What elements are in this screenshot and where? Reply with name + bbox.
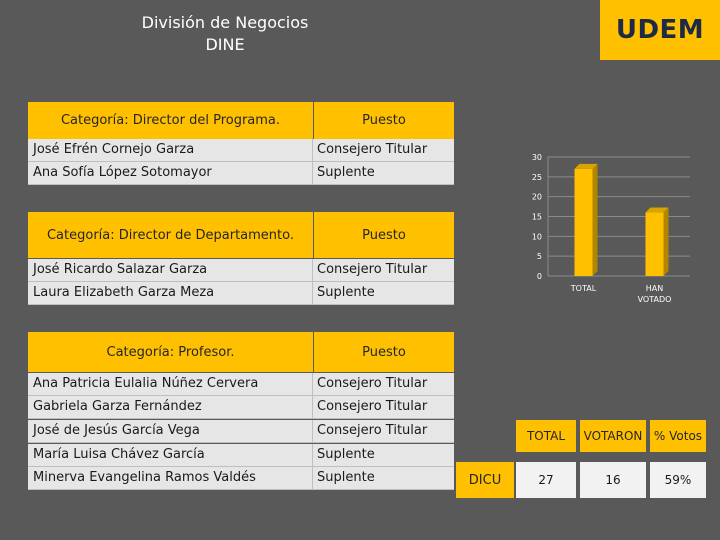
- member-puesto: Suplente: [317, 447, 375, 462]
- table-row: Minerva Evangelina Ramos Valdés Suplente: [28, 467, 454, 490]
- table-row: José Ricardo Salazar Garza Consejero Tit…: [28, 259, 454, 282]
- bar-side: [663, 207, 669, 276]
- puesto-header-3: Puesto: [314, 332, 454, 372]
- table-row: Laura Elizabeth Garza Meza Suplente: [28, 282, 454, 305]
- votes-header-total: TOTAL: [516, 420, 576, 452]
- x-tick-label: HAN VOTADO: [638, 284, 672, 304]
- bar-side: [592, 163, 598, 276]
- chart-yticks: 0 5 10 15 20 25 30: [532, 153, 542, 281]
- votes-bar-chart: 0 5 10 15 20 25 30 TOTAL HAN VOTADO: [532, 153, 690, 304]
- member-puesto: Suplente: [317, 285, 375, 300]
- member-name: María Luisa Chávez García: [33, 447, 205, 462]
- member-name: José de Jesús García Vega: [33, 423, 200, 438]
- votes-value-votaron: 16: [580, 462, 646, 498]
- table-row: José de Jesús García Vega Consejero Titu…: [28, 420, 454, 443]
- category-header-profesor: Categoría: Profesor.: [28, 332, 313, 372]
- votes-header-votaron: VOTARON: [580, 420, 646, 452]
- member-name: Ana Patricia Eulalia Núñez Cervera: [33, 376, 259, 391]
- bar-top: [574, 163, 598, 169]
- division-title: División de Negocios DINE: [120, 12, 330, 56]
- member-name: Ana Sofía López Sotomayor: [33, 165, 212, 180]
- member-puesto: Consejero Titular: [317, 399, 428, 414]
- member-puesto: Consejero Titular: [317, 262, 428, 277]
- member-name: Gabriela Garza Fernández: [33, 399, 202, 414]
- chart-xticks: TOTAL HAN VOTADO: [570, 284, 672, 304]
- member-name: José Efrén Cornejo Garza: [33, 142, 195, 157]
- member-name: Minerva Evangelina Ramos Valdés: [33, 470, 256, 485]
- chart-bars: [574, 163, 669, 276]
- y-tick-label: 15: [532, 213, 542, 222]
- udem-logo: UDEM: [600, 0, 720, 60]
- x-tick-label: TOTAL: [570, 284, 597, 293]
- division-title-line1: División de Negocios: [141, 13, 309, 32]
- y-tick-label: 25: [532, 173, 542, 182]
- y-tick-label: 20: [532, 193, 542, 202]
- votes-row-label: DICU: [456, 462, 514, 498]
- table-row: Ana Sofía López Sotomayor Suplente: [28, 162, 454, 185]
- y-tick-label: 30: [532, 153, 542, 162]
- bar: [645, 212, 664, 276]
- member-puesto: Consejero Titular: [317, 142, 428, 157]
- table-row: Ana Patricia Eulalia Núñez Cervera Conse…: [28, 373, 454, 396]
- member-name: José Ricardo Salazar Garza: [33, 262, 208, 277]
- votes-header-percent: % Votos: [650, 420, 706, 452]
- category-header-director-programa: Categoría: Director del Programa.: [28, 102, 313, 139]
- member-name: Laura Elizabeth Garza Meza: [33, 285, 215, 300]
- votes-value-total: 27: [516, 462, 576, 498]
- division-title-line2: DINE: [205, 35, 245, 54]
- y-tick-label: 0: [537, 272, 542, 281]
- y-tick-label: 10: [532, 232, 542, 241]
- member-puesto: Suplente: [317, 165, 375, 180]
- puesto-header-1: Puesto: [314, 102, 454, 139]
- bar-top: [645, 207, 669, 213]
- table-row: José Efrén Cornejo Garza Consejero Titul…: [28, 139, 454, 162]
- member-puesto: Suplente: [317, 470, 375, 485]
- member-puesto: Consejero Titular: [317, 376, 428, 391]
- table-row: Gabriela Garza Fernández Consejero Titul…: [28, 396, 454, 419]
- table-row: María Luisa Chávez García Suplente: [28, 444, 454, 467]
- category-header-director-departamento: Categoría: Director de Departamento.: [28, 212, 313, 258]
- y-tick-label: 5: [537, 252, 542, 261]
- puesto-header-2: Puesto: [314, 212, 454, 258]
- votes-value-percent: 59%: [650, 462, 706, 498]
- bar: [574, 168, 593, 276]
- chart-grid: [547, 156, 690, 277]
- member-puesto: Consejero Titular: [317, 423, 428, 438]
